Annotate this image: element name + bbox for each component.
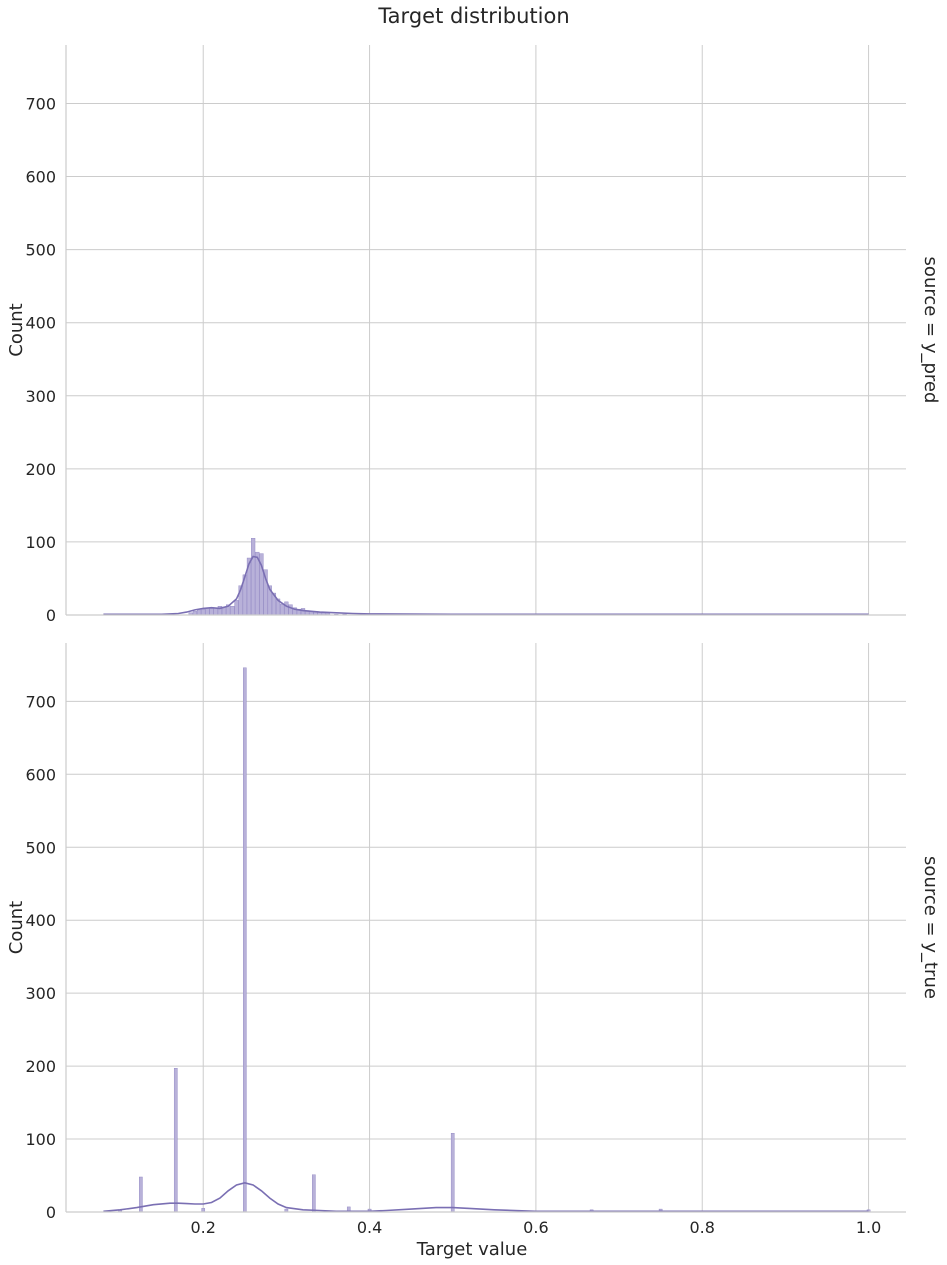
facet-panel-y-true: 0 100 200 300 400 500 600 700 Count source = y_tr… xyxy=(6,643,941,1237)
kde-line xyxy=(103,1181,869,1213)
histogram-bar xyxy=(201,608,206,616)
y-tick-label: 400 xyxy=(25,314,56,333)
y-tick-label: 100 xyxy=(25,533,56,552)
y-tick-label: 600 xyxy=(25,168,56,187)
y-tick-label: 500 xyxy=(25,838,56,857)
histogram-bar xyxy=(230,606,235,616)
facet-row-label: source = y_true xyxy=(920,856,941,999)
x-axis-label: Target value xyxy=(416,1239,528,1260)
facet-panel-y-pred: 0 100 200 300 400 500 600 700 Count source = y_pr… xyxy=(6,45,941,625)
y-tick-label: 300 xyxy=(25,984,56,1003)
x-tick-label: 0.8 xyxy=(690,1218,715,1237)
chart-title: Target distribution xyxy=(377,4,569,28)
histogram-bar xyxy=(251,538,256,616)
x-tick-label: 0.6 xyxy=(523,1218,548,1237)
y-tick-label: 700 xyxy=(25,692,56,711)
x-tick-label: 0.2 xyxy=(191,1218,216,1237)
histogram-bar xyxy=(173,1068,178,1213)
y-tick-label: 100 xyxy=(25,1130,56,1149)
y-tick-label: 200 xyxy=(25,1057,56,1076)
y-tick-label: 0 xyxy=(46,1203,56,1222)
y-axis-label: Count xyxy=(6,901,27,954)
y-tick-label: 400 xyxy=(25,911,56,930)
histogram-bar xyxy=(234,600,239,616)
y-tick-label: 200 xyxy=(25,460,56,479)
facet-row-label: source = y_pred xyxy=(920,257,941,404)
y-tick-label: 700 xyxy=(25,94,56,113)
histogram-bar xyxy=(450,1133,455,1213)
histogram-bar xyxy=(300,608,306,616)
histogram-bar xyxy=(280,603,285,616)
histogram-bar xyxy=(312,1174,316,1213)
x-tick-label: 1.0 xyxy=(856,1218,881,1237)
facet-panels: 0 100 200 300 400 500 600 700 Count source = y_pr… xyxy=(6,45,941,1237)
y-tick-label: 300 xyxy=(25,387,56,406)
x-tick-label: 0.4 xyxy=(357,1218,382,1237)
histogram-bar xyxy=(196,609,202,616)
histogram-bar xyxy=(243,667,247,1213)
y-tick-label: 500 xyxy=(25,241,56,260)
histogram-bar xyxy=(209,608,214,616)
histogram-bar xyxy=(288,604,293,616)
y-tick-label: 0 xyxy=(46,606,56,625)
histogram-bar xyxy=(284,601,289,616)
y-axis-label: Count xyxy=(6,303,27,356)
kde-line xyxy=(103,555,869,616)
y-tick-label: 600 xyxy=(25,765,56,784)
